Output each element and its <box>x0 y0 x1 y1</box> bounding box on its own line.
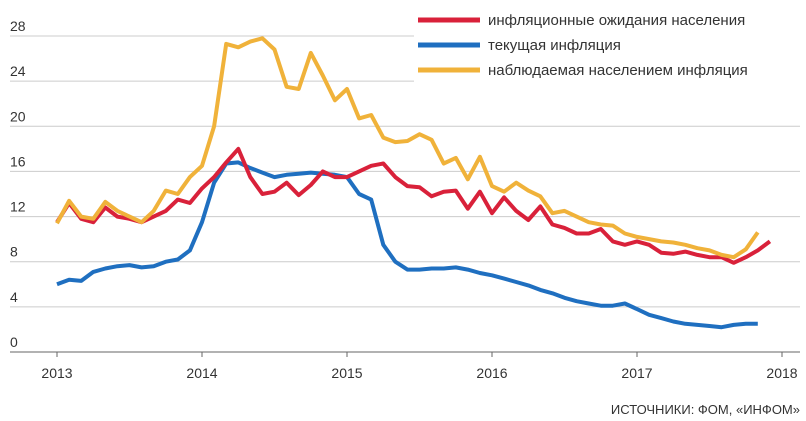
legend-label: наблюдаемая населением инфляция <box>488 62 748 79</box>
y-tick-label: 24 <box>10 63 26 79</box>
y-tick-label: 28 <box>10 18 26 34</box>
legend-background <box>414 10 806 32</box>
legend-background <box>414 60 806 82</box>
x-tick-label: 2014 <box>186 365 217 381</box>
legend-background <box>414 35 806 57</box>
y-tick-label: 8 <box>10 244 18 260</box>
x-tick-label: 2018 <box>766 365 797 381</box>
x-tick-label: 2017 <box>621 365 652 381</box>
legend-label: текущая инфляция <box>488 37 621 54</box>
line-series <box>55 36 760 260</box>
y-tick-label: 16 <box>10 153 26 169</box>
x-tick-label: 2016 <box>476 365 507 381</box>
legend-label: инфляционные ожидания населения <box>488 12 745 29</box>
x-tick-label: 2013 <box>41 365 72 381</box>
source: ИСТОЧНИКИ: ФОМ, «ИНФОМ» <box>611 402 800 417</box>
line-series <box>56 160 758 330</box>
y-tick-label: 4 <box>10 289 18 305</box>
line-series <box>55 146 772 265</box>
y-tick-label: 0 <box>10 334 18 350</box>
x-tick-label: 2015 <box>331 365 362 381</box>
y-tick-label: 12 <box>10 199 26 215</box>
y-tick-label: 20 <box>10 108 26 124</box>
